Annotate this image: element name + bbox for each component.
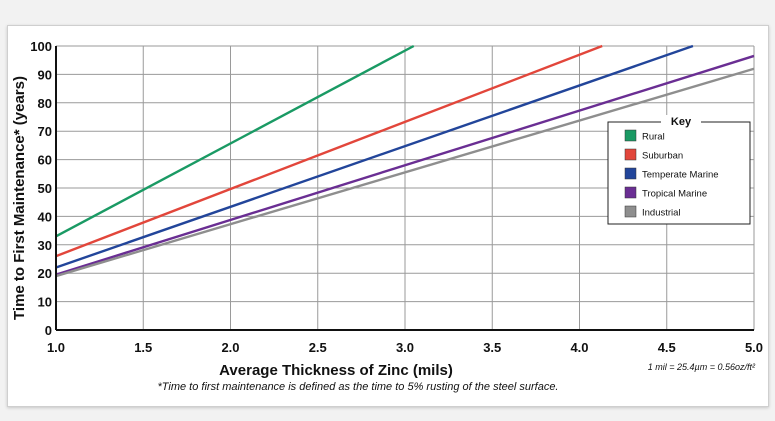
y-tick-label: 80: [38, 96, 52, 111]
x-axis-title: Average Thickness of Zinc (mils): [219, 362, 453, 379]
y-tick-label: 10: [38, 295, 52, 310]
y-tick-label: 20: [38, 266, 52, 281]
y-tick-labels: 0 10 20 30 40 50 60 70 80 90 100: [30, 39, 52, 338]
x-tick-label: 3.0: [396, 340, 414, 355]
y-tick-label: 0: [45, 323, 52, 338]
legend-items: Rural Suburban Temperate Marine Tropical Ma…: [624, 129, 719, 219]
x-tick-label: 1.0: [47, 340, 65, 355]
y-tick-label: 90: [38, 67, 52, 82]
y-tick-label: 100: [30, 39, 52, 54]
axes: [55, 46, 754, 331]
y-tick-label: 60: [38, 153, 52, 168]
legend-label-rural: Rural: [642, 132, 665, 143]
y-tick-label: 30: [38, 238, 52, 253]
legend-swatch-rural: [624, 129, 637, 142]
legend-label-tropical-marine: Tropical Marine: [642, 189, 707, 200]
y-tick-label: 70: [38, 124, 52, 139]
y-axis-title: Time to First Maintenance* (years): [11, 76, 28, 320]
unit-note: 1 mil = 25.4µm = 0.56oz/ft²: [648, 362, 756, 372]
chart-card: 1.0 1.5 2.0 2.5 3.0 3.5 4.0 4.5 5.0 0 10 20 30 40 50 6…: [7, 25, 769, 407]
x-tick-label: 4.0: [570, 340, 588, 355]
series-line-rural: [55, 44, 415, 238]
zinc-maintenance-chart: 1.0 1.5 2.0 2.5 3.0 3.5 4.0 4.5 5.0 0 10 20 30 40 50 6…: [11, 39, 763, 393]
series-line-suburban: [55, 44, 603, 258]
legend-label-suburban: Suburban: [642, 151, 683, 162]
x-tick-label: 5.0: [745, 340, 763, 355]
x-tick-label: 2.5: [309, 340, 327, 355]
legend-swatch-suburban: [624, 148, 637, 161]
x-tick-label: 2.0: [221, 340, 239, 355]
legend-label-temperate-marine: Temperate Marine: [642, 170, 719, 181]
x-tick-label: 1.5: [134, 340, 152, 355]
legend-title-bg: [661, 115, 701, 129]
x-tick-labels: 1.0 1.5 2.0 2.5 3.0 3.5 4.0 4.5 5.0: [47, 340, 763, 355]
x-tick-label: 3.5: [483, 340, 501, 355]
series-line-tropical-marine: [55, 54, 755, 276]
y-tick-label: 50: [38, 181, 52, 196]
footnote: *Time to first maintenance is defined as…: [158, 381, 559, 393]
y-tick-label: 40: [38, 209, 52, 224]
x-tick-label: 4.5: [658, 340, 676, 355]
series-lines: [55, 44, 755, 278]
legend-swatch-industrial: [624, 205, 637, 218]
legend-swatch-tropical-marine: [624, 186, 637, 199]
legend-swatch-temperate-marine: [624, 167, 637, 180]
series-line-temperate-marine: [55, 44, 694, 269]
legend-label-industrial: Industrial: [642, 208, 681, 219]
legend: Key Rural Suburban Temperate Marine Tropica…: [607, 115, 751, 225]
series-line-industrial: [55, 67, 755, 278]
legend-title: Key: [671, 116, 692, 128]
